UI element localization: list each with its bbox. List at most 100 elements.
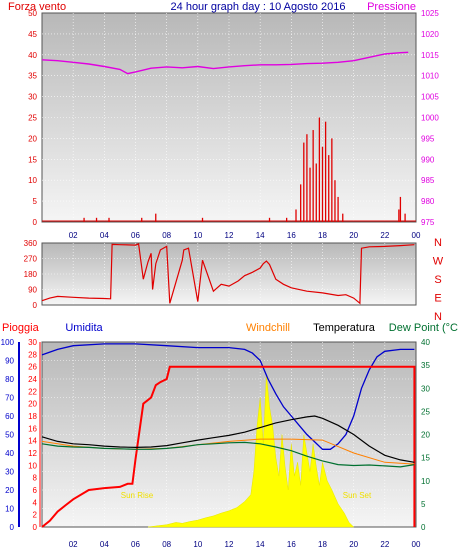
wind-tick-40: 40 xyxy=(28,51,37,60)
panel3-grid xyxy=(42,342,416,527)
pressure-tick-1015: 1015 xyxy=(421,51,439,60)
pressure-tick-1010: 1010 xyxy=(421,72,439,81)
x-tick-00: 00 xyxy=(412,231,421,240)
temp-tick-35: 35 xyxy=(421,361,430,370)
wind-title: Forza vento xyxy=(8,1,66,13)
pressure-tick-1005: 1005 xyxy=(421,93,439,102)
wind-tick-10: 10 xyxy=(28,176,37,185)
x-tick-18: 18 xyxy=(318,540,327,549)
wind-pressure-series xyxy=(41,51,416,222)
x-tick-00: 00 xyxy=(412,540,421,549)
pressure-axis-ticks: 975 980 985 990 995 1000 1005 1010 1015 1020 1025 xyxy=(421,9,439,227)
windchill-title: Windchill xyxy=(246,322,290,334)
x-tick-18: 18 xyxy=(318,231,327,240)
humidity-tick-70: 70 xyxy=(5,394,14,403)
direction-tick-360: 360 xyxy=(24,239,38,248)
humidity-line xyxy=(41,343,415,450)
x-tick-12: 12 xyxy=(225,231,234,240)
wind-tick-25: 25 xyxy=(28,114,37,123)
x-tick-04: 04 xyxy=(100,231,109,240)
rain-title: Pioggia xyxy=(2,322,40,334)
x-tick-22: 22 xyxy=(380,540,389,549)
pressure-tick-980: 980 xyxy=(421,197,435,206)
panel3-series xyxy=(41,343,416,528)
rain-tick-22: 22 xyxy=(28,387,37,396)
pressure-tick-1000: 1000 xyxy=(421,114,439,123)
pressure-tick-990: 990 xyxy=(421,155,435,164)
chart-title: 24 hour graph day : 10 Agosto 2016 xyxy=(171,1,346,13)
rain-tick-28: 28 xyxy=(28,350,37,359)
sunrise-label: Sun Rise xyxy=(121,491,154,500)
rain-tick-10: 10 xyxy=(28,461,37,470)
humidity-axis-ticks: 0 10 20 30 40 50 60 70 80 90 100 xyxy=(1,338,20,532)
humidity-tick-60: 60 xyxy=(5,412,14,421)
direction-tick-90: 90 xyxy=(28,286,37,295)
rain-tick-12: 12 xyxy=(28,449,37,458)
temp-tick-25: 25 xyxy=(421,407,430,416)
pressure-tick-995: 995 xyxy=(421,134,435,143)
rain-tick-2: 2 xyxy=(33,511,38,520)
compass-W: W xyxy=(433,256,444,268)
wind-axis-ticks: 0 5 10 15 20 25 30 35 40 45 50 xyxy=(28,9,37,227)
wind-tick-50: 50 xyxy=(28,9,37,18)
rain-tick-18: 18 xyxy=(28,412,37,421)
humidity-tick-30: 30 xyxy=(5,468,14,477)
temp-tick-15: 15 xyxy=(421,454,430,463)
rain-line xyxy=(41,365,416,528)
x-tick-16: 16 xyxy=(287,540,296,549)
temperature-title: Temperatura xyxy=(313,322,376,334)
direction-tick-270: 270 xyxy=(24,255,38,264)
x-tick-14: 14 xyxy=(256,540,265,549)
pressure-tick-1020: 1020 xyxy=(421,30,439,39)
x-tick-08: 08 xyxy=(162,540,171,549)
x-tick-06: 06 xyxy=(131,231,140,240)
temp-tick-10: 10 xyxy=(421,477,430,486)
x-tick-20: 20 xyxy=(349,540,358,549)
pressure-title: Pressione xyxy=(367,1,416,13)
rain-tick-30: 30 xyxy=(28,338,37,347)
pressure-tick-1025: 1025 xyxy=(421,9,439,18)
wind-tick-35: 35 xyxy=(28,72,37,81)
humidity-tick-20: 20 xyxy=(5,486,14,495)
x-tick-06: 06 xyxy=(131,540,140,549)
panel3-x-ticks: 02 04 06 08 10 12 14 16 18 20 22 00 xyxy=(69,540,421,549)
compass-S: S xyxy=(434,274,441,286)
x-tick-14: 14 xyxy=(256,231,265,240)
compass-N: N xyxy=(434,237,442,249)
humidity-tick-90: 90 xyxy=(5,357,14,366)
x-tick-20: 20 xyxy=(349,231,358,240)
humidity-tick-50: 50 xyxy=(5,431,14,440)
panel1-x-ticks: 02 04 06 08 10 12 14 16 18 20 22 00 xyxy=(69,231,421,240)
temp-tick-40: 40 xyxy=(421,338,430,347)
x-tick-02: 02 xyxy=(69,231,78,240)
compass-N: N xyxy=(434,311,442,323)
humidity-tick-0: 0 xyxy=(10,523,15,532)
dewpoint-title: Dew Point (°C xyxy=(389,322,458,334)
direction-axis-ticks: 0 90 180 270 360 xyxy=(24,239,38,310)
humidity-tick-40: 40 xyxy=(5,449,14,458)
humidity-title: Umidita xyxy=(65,322,103,334)
wind-tick-0: 0 xyxy=(33,218,38,227)
wind-tick-5: 5 xyxy=(33,197,38,206)
rain-tick-14: 14 xyxy=(28,437,37,446)
dewpoint-line xyxy=(41,441,415,468)
rain-tick-8: 8 xyxy=(33,474,38,483)
temp-tick-30: 30 xyxy=(421,384,430,393)
x-tick-16: 16 xyxy=(287,231,296,240)
temp-tick-5: 5 xyxy=(421,500,426,509)
wind-tick-15: 15 xyxy=(28,155,37,164)
rain-tick-26: 26 xyxy=(28,363,37,372)
direction-tick-180: 180 xyxy=(24,270,38,279)
rain-tick-0: 0 xyxy=(33,523,38,532)
x-tick-10: 10 xyxy=(193,540,202,549)
rain-tick-24: 24 xyxy=(28,375,37,384)
x-tick-10: 10 xyxy=(193,231,202,240)
rain-tick-20: 20 xyxy=(28,400,37,409)
panel-direction-grid xyxy=(42,243,416,305)
x-tick-04: 04 xyxy=(100,540,109,549)
wind-tick-20: 20 xyxy=(28,134,37,143)
wind-tick-45: 45 xyxy=(28,30,37,39)
